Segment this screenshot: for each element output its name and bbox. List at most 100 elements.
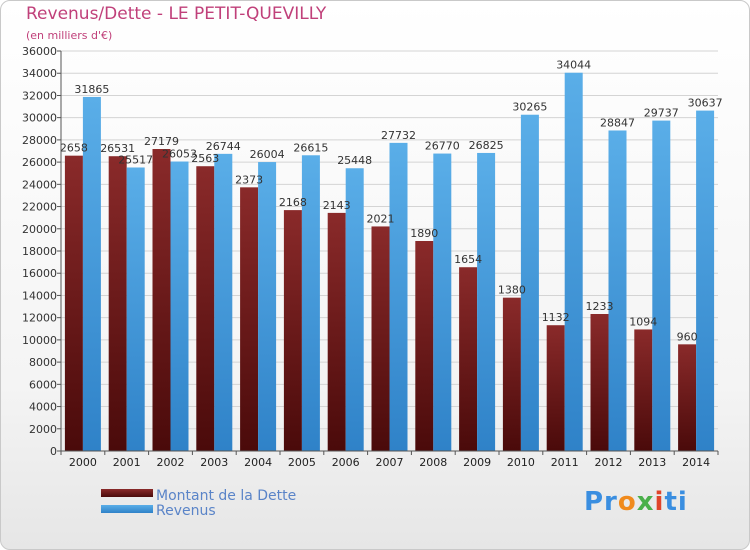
proxiti-logo: Proxiti — [584, 487, 688, 517]
y-tick-label: 22000 — [22, 201, 57, 214]
data-label-dette: 2143 — [323, 199, 351, 212]
bar-dette — [196, 166, 215, 451]
x-tick-label: 2003 — [200, 456, 228, 469]
data-label-dette: 1233 — [586, 300, 614, 313]
y-tick-label: 8000 — [29, 356, 57, 369]
data-label-dette: 2021 — [367, 212, 395, 225]
bar-dette — [371, 226, 390, 451]
data-label-revenus: 26053 — [162, 148, 197, 161]
bar-revenus — [520, 114, 539, 451]
x-tick-label: 2013 — [638, 456, 666, 469]
y-tick-label: 26000 — [22, 156, 57, 169]
y-tick-label: 24000 — [22, 178, 57, 191]
data-label-dette: 1094 — [629, 315, 657, 328]
y-tick-label: 2000 — [29, 423, 57, 436]
y-tick-label: 28000 — [22, 134, 57, 147]
legend-swatch-revenus — [101, 505, 153, 513]
x-axis-ticks: 2000 2001 2002 2003 2004 2005 2006 2007 2008 2009… — [60, 451, 719, 469]
bar-dette — [64, 155, 83, 451]
data-label-revenus: 29737 — [644, 107, 679, 120]
x-tick-label: 2012 — [595, 456, 623, 469]
bar-dette — [546, 325, 565, 451]
legend-label-dette: Montant de la Dette — [156, 488, 296, 504]
data-label-revenus: 30637 — [688, 97, 723, 110]
x-tick-label: 2014 — [682, 456, 710, 469]
x-tick-label: 2008 — [419, 456, 447, 469]
data-label-dette: 27179 — [144, 135, 179, 148]
data-label-dette: 2563 — [191, 152, 219, 165]
data-label-dette: 2373 — [235, 173, 263, 186]
x-tick-label: 2000 — [69, 456, 97, 469]
y-tick-label: 30000 — [22, 112, 57, 125]
data-label-dette: 1380 — [498, 284, 526, 297]
bar-revenus — [564, 72, 583, 451]
bar-revenus — [301, 155, 320, 451]
data-label-revenus: 26825 — [469, 139, 504, 152]
data-label-revenus: 25517 — [118, 153, 153, 166]
data-label-dette: 960 — [677, 330, 698, 343]
data-label-dette: 2168 — [279, 196, 307, 209]
y-tick-label: 14000 — [22, 289, 57, 302]
bar-revenus — [170, 161, 189, 451]
bar-dette — [678, 344, 697, 451]
y-axis-ticks: 0 2000 4000 6000 8000 10000 12000 14000 16000 180… — [22, 45, 61, 458]
data-label-dette: 1890 — [410, 227, 438, 240]
data-label-dette: 26531 — [100, 142, 135, 155]
legend-swatch-dette — [101, 489, 153, 497]
y-tick-label: 0 — [50, 445, 57, 458]
bar-dette — [459, 267, 478, 451]
bar-dette — [152, 149, 171, 451]
y-tick-label: 12000 — [22, 312, 57, 325]
y-tick-label: 16000 — [22, 267, 57, 280]
bar-revenus — [696, 110, 715, 451]
data-label-dette: 1654 — [454, 253, 482, 266]
y-tick-label: 34000 — [22, 67, 57, 80]
data-label-revenus: 26744 — [206, 140, 241, 153]
bar-revenus — [345, 168, 364, 451]
bar-revenus — [652, 120, 671, 451]
y-tick-label: 4000 — [29, 401, 57, 414]
data-label-revenus: 25448 — [337, 154, 372, 167]
bar-revenus — [214, 153, 233, 451]
y-tick-label: 36000 — [22, 45, 57, 58]
axes — [60, 51, 718, 452]
legend-label-revenus: Revenus — [156, 503, 216, 519]
bar-dette — [240, 187, 259, 452]
chart-title: Revenus/Dette - LE PETIT-QUEVILLY — [26, 4, 327, 24]
x-tick-label: 2002 — [157, 456, 185, 469]
x-tick-label: 2001 — [113, 456, 141, 469]
data-label-revenus: 27732 — [381, 129, 416, 142]
bar-dette — [590, 314, 609, 451]
data-label-revenus: 26004 — [250, 148, 285, 161]
bar-revenus — [82, 96, 101, 451]
bar-revenus — [126, 167, 145, 451]
bar-dette — [502, 297, 521, 451]
x-tick-label: 2009 — [463, 456, 491, 469]
bar-revenus — [433, 153, 452, 452]
chart-subtitle: (en milliers d'€) — [26, 29, 113, 42]
y-tick-label: 6000 — [29, 378, 57, 391]
y-tick-label: 10000 — [22, 334, 57, 347]
bar-revenus — [477, 152, 496, 451]
legend: Montant de la Dette Revenus — [101, 488, 296, 519]
data-label-revenus: 26615 — [293, 141, 328, 154]
x-tick-label: 2004 — [244, 456, 272, 469]
y-tick-label: 20000 — [22, 223, 57, 236]
data-label-revenus: 31865 — [74, 83, 109, 96]
data-label-dette: 2658 — [60, 142, 88, 155]
x-tick-label: 2007 — [376, 456, 404, 469]
y-tick-label: 18000 — [22, 245, 57, 258]
x-tick-label: 2011 — [551, 456, 579, 469]
bar-dette — [283, 210, 302, 451]
bar-dette — [108, 156, 127, 451]
x-tick-label: 2005 — [288, 456, 316, 469]
bar-dette — [634, 329, 653, 451]
data-label-dette: 1132 — [542, 311, 570, 324]
bar-revenus — [258, 162, 277, 452]
x-tick-label: 2010 — [507, 456, 535, 469]
data-label-revenus: 34044 — [556, 59, 591, 72]
data-label-revenus: 28847 — [600, 116, 635, 129]
